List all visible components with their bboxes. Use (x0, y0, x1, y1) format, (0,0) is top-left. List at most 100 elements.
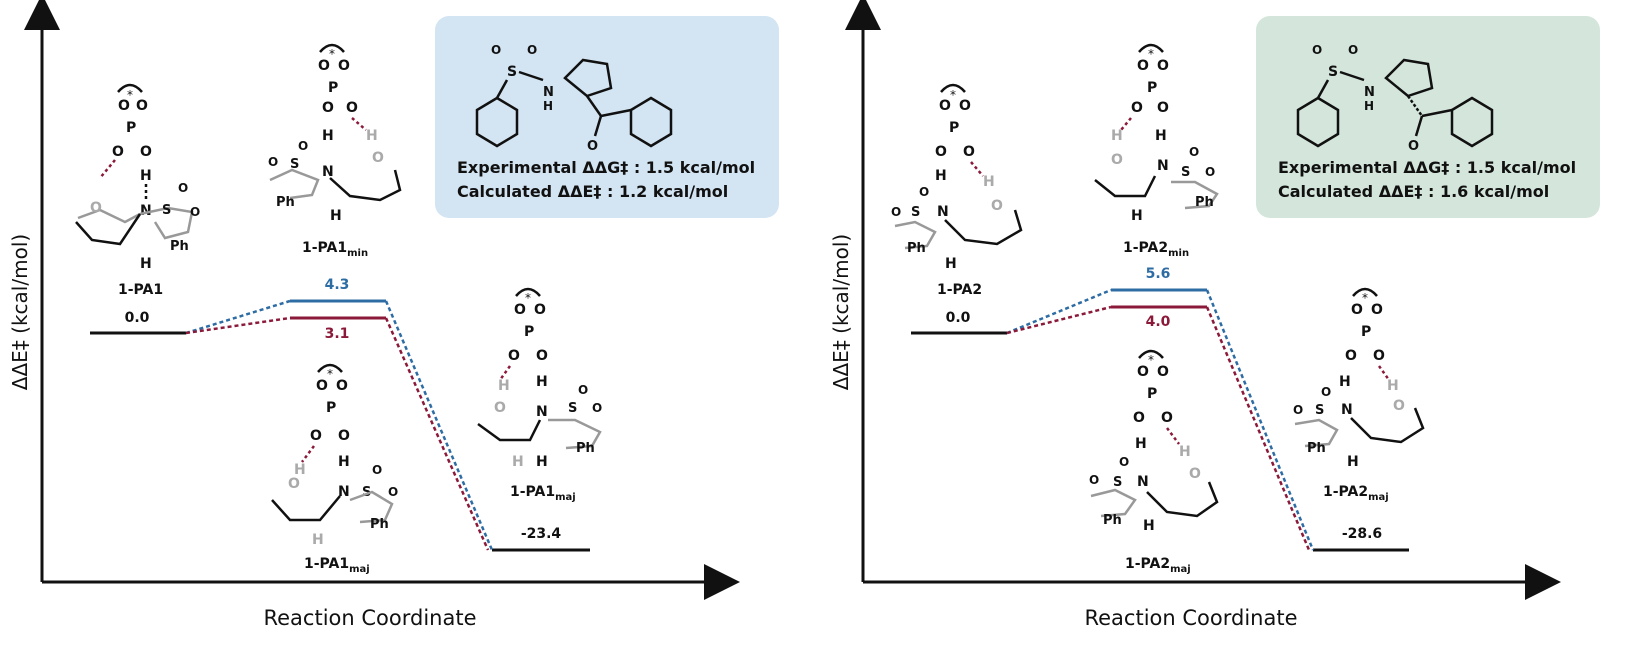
svg-text:H: H (536, 454, 548, 470)
connector-major-1 (1006, 305, 1112, 335)
svg-text:O: O (1119, 455, 1129, 469)
molecule-drawing: S O O N H O (475, 43, 673, 154)
svg-text:O: O (494, 400, 506, 416)
svg-text:P: P (328, 80, 338, 96)
summary-box: S O O N H O Experimental ΔΔG‡ : 1.5 kcal… (1256, 16, 1600, 218)
svg-text:O: O (1408, 139, 1419, 154)
svg-text:H: H (498, 378, 510, 394)
svg-text:O: O (508, 348, 520, 364)
svg-text:S: S (162, 203, 171, 218)
svg-text:*: * (127, 88, 133, 102)
svg-text:P: P (126, 120, 136, 136)
svg-text:O: O (1312, 43, 1322, 57)
svg-text:O: O (1189, 145, 1199, 159)
connector-major-2 (384, 317, 490, 551)
svg-text:O: O (140, 144, 152, 160)
svg-text:O: O (372, 463, 382, 477)
svg-text:H: H (536, 374, 548, 390)
svg-text:O: O (136, 98, 148, 114)
diagram-graphics: * O O P O O H H N S O O O Ph H * O O P O (845, 0, 1561, 600)
svg-text:O: O (346, 100, 358, 116)
svg-text:O: O (935, 144, 947, 160)
svg-text:Ph: Ph (170, 239, 189, 254)
structure-product: * O O P O O H H N S O O O Ph H H (477, 287, 602, 470)
level-label-start: 0.0 (124, 310, 150, 326)
structure-reactant: * O O P O O H H N S O O O Ph H (891, 83, 1023, 272)
svg-text:H: H (935, 168, 947, 184)
svg-text:*: * (1362, 291, 1368, 305)
svg-text:O: O (1157, 58, 1169, 74)
label-reactant: 1-PA1 (118, 282, 164, 298)
svg-text:N: N (937, 204, 949, 220)
structure-ts-major: * O O P O O H H N S O O O Ph H (271, 363, 398, 548)
y-axis-label: ΔΔE‡ (kcal/mol) (829, 233, 853, 391)
svg-text:O: O (112, 144, 124, 160)
svg-text:O: O (318, 58, 330, 74)
experimental-value: Experimental ΔΔG‡ : 1.5 kcal/mol (457, 158, 756, 177)
svg-text:Ph: Ph (1195, 195, 1214, 210)
svg-text:H: H (983, 174, 995, 190)
structure-reactant: * O O P O O H N S O O Ph H O (75, 83, 200, 272)
connector-major-1 (185, 316, 291, 335)
svg-text:O: O (1321, 385, 1331, 399)
svg-text:Ph: Ph (1103, 513, 1122, 528)
svg-text:O: O (963, 144, 975, 160)
level-label-start: 0.0 (945, 310, 971, 326)
svg-text:O: O (491, 43, 501, 57)
svg-text:O: O (1089, 473, 1099, 487)
svg-text:Ph: Ph (907, 241, 926, 256)
svg-text:O: O (322, 100, 334, 116)
svg-text:H: H (945, 256, 957, 272)
svg-text:H: H (1131, 208, 1143, 224)
svg-text:H: H (543, 99, 553, 113)
svg-text:H: H (366, 128, 378, 144)
connector-major-2 (1205, 306, 1311, 551)
svg-text:S: S (1181, 165, 1190, 180)
structure-product: * O O P O O H H N S O O O Ph H (1293, 287, 1425, 470)
svg-text:O: O (288, 476, 300, 492)
svg-text:O: O (298, 139, 308, 153)
svg-text:O: O (1293, 403, 1303, 417)
svg-text:O: O (592, 401, 602, 415)
molecule-drawing: S O O N H O (1296, 43, 1494, 154)
svg-text:N: N (543, 85, 554, 100)
level-label-ts-minor: 5.6 (1145, 266, 1171, 282)
svg-text:O: O (578, 383, 588, 397)
level-label-product: -28.6 (1341, 526, 1383, 542)
label-ts-minor: 1-PA1min (302, 240, 369, 259)
svg-text:H: H (1179, 444, 1191, 460)
svg-text:P: P (949, 120, 959, 136)
label-ts-major: 1-PA1maj (304, 556, 370, 575)
experimental-value: Experimental ΔΔG‡ : 1.5 kcal/mol (1278, 158, 1577, 177)
calculated-value: Calculated ΔΔE‡ : 1.2 kcal/mol (457, 182, 729, 201)
svg-text:H: H (1155, 128, 1167, 144)
svg-text:O: O (919, 185, 929, 199)
svg-text:N: N (1137, 474, 1149, 490)
svg-text:S: S (507, 64, 517, 80)
svg-text:S: S (362, 485, 371, 500)
svg-text:*: * (1148, 47, 1154, 61)
label-product: 1-PA1maj (510, 484, 576, 503)
connector-minor-1 (1006, 288, 1112, 335)
svg-text:O: O (534, 302, 546, 318)
svg-text:O: O (1393, 398, 1405, 414)
svg-text:O: O (190, 205, 200, 219)
svg-text:O: O (536, 348, 548, 364)
svg-text:O: O (338, 428, 350, 444)
svg-text:*: * (327, 367, 333, 381)
structure-ts-minor: * O O P O O H H N S O O O Ph H (1094, 43, 1219, 224)
svg-text:H: H (512, 454, 524, 470)
svg-text:Ph: Ph (1307, 441, 1326, 456)
connector-minor-2 (1205, 289, 1315, 551)
calculated-value: Calculated ΔΔE‡ : 1.6 kcal/mol (1278, 182, 1550, 201)
svg-text:S: S (290, 157, 299, 172)
svg-text:O: O (316, 378, 328, 394)
svg-text:S: S (911, 205, 920, 220)
label-ts-minor: 1-PA2min (1123, 240, 1190, 259)
svg-text:O: O (1111, 152, 1123, 168)
svg-text:N: N (140, 203, 152, 219)
svg-text:O: O (1348, 43, 1358, 57)
x-axis-label: Reaction Coordinate (263, 606, 477, 630)
svg-text:O: O (1161, 410, 1173, 426)
svg-text:*: * (525, 291, 531, 305)
